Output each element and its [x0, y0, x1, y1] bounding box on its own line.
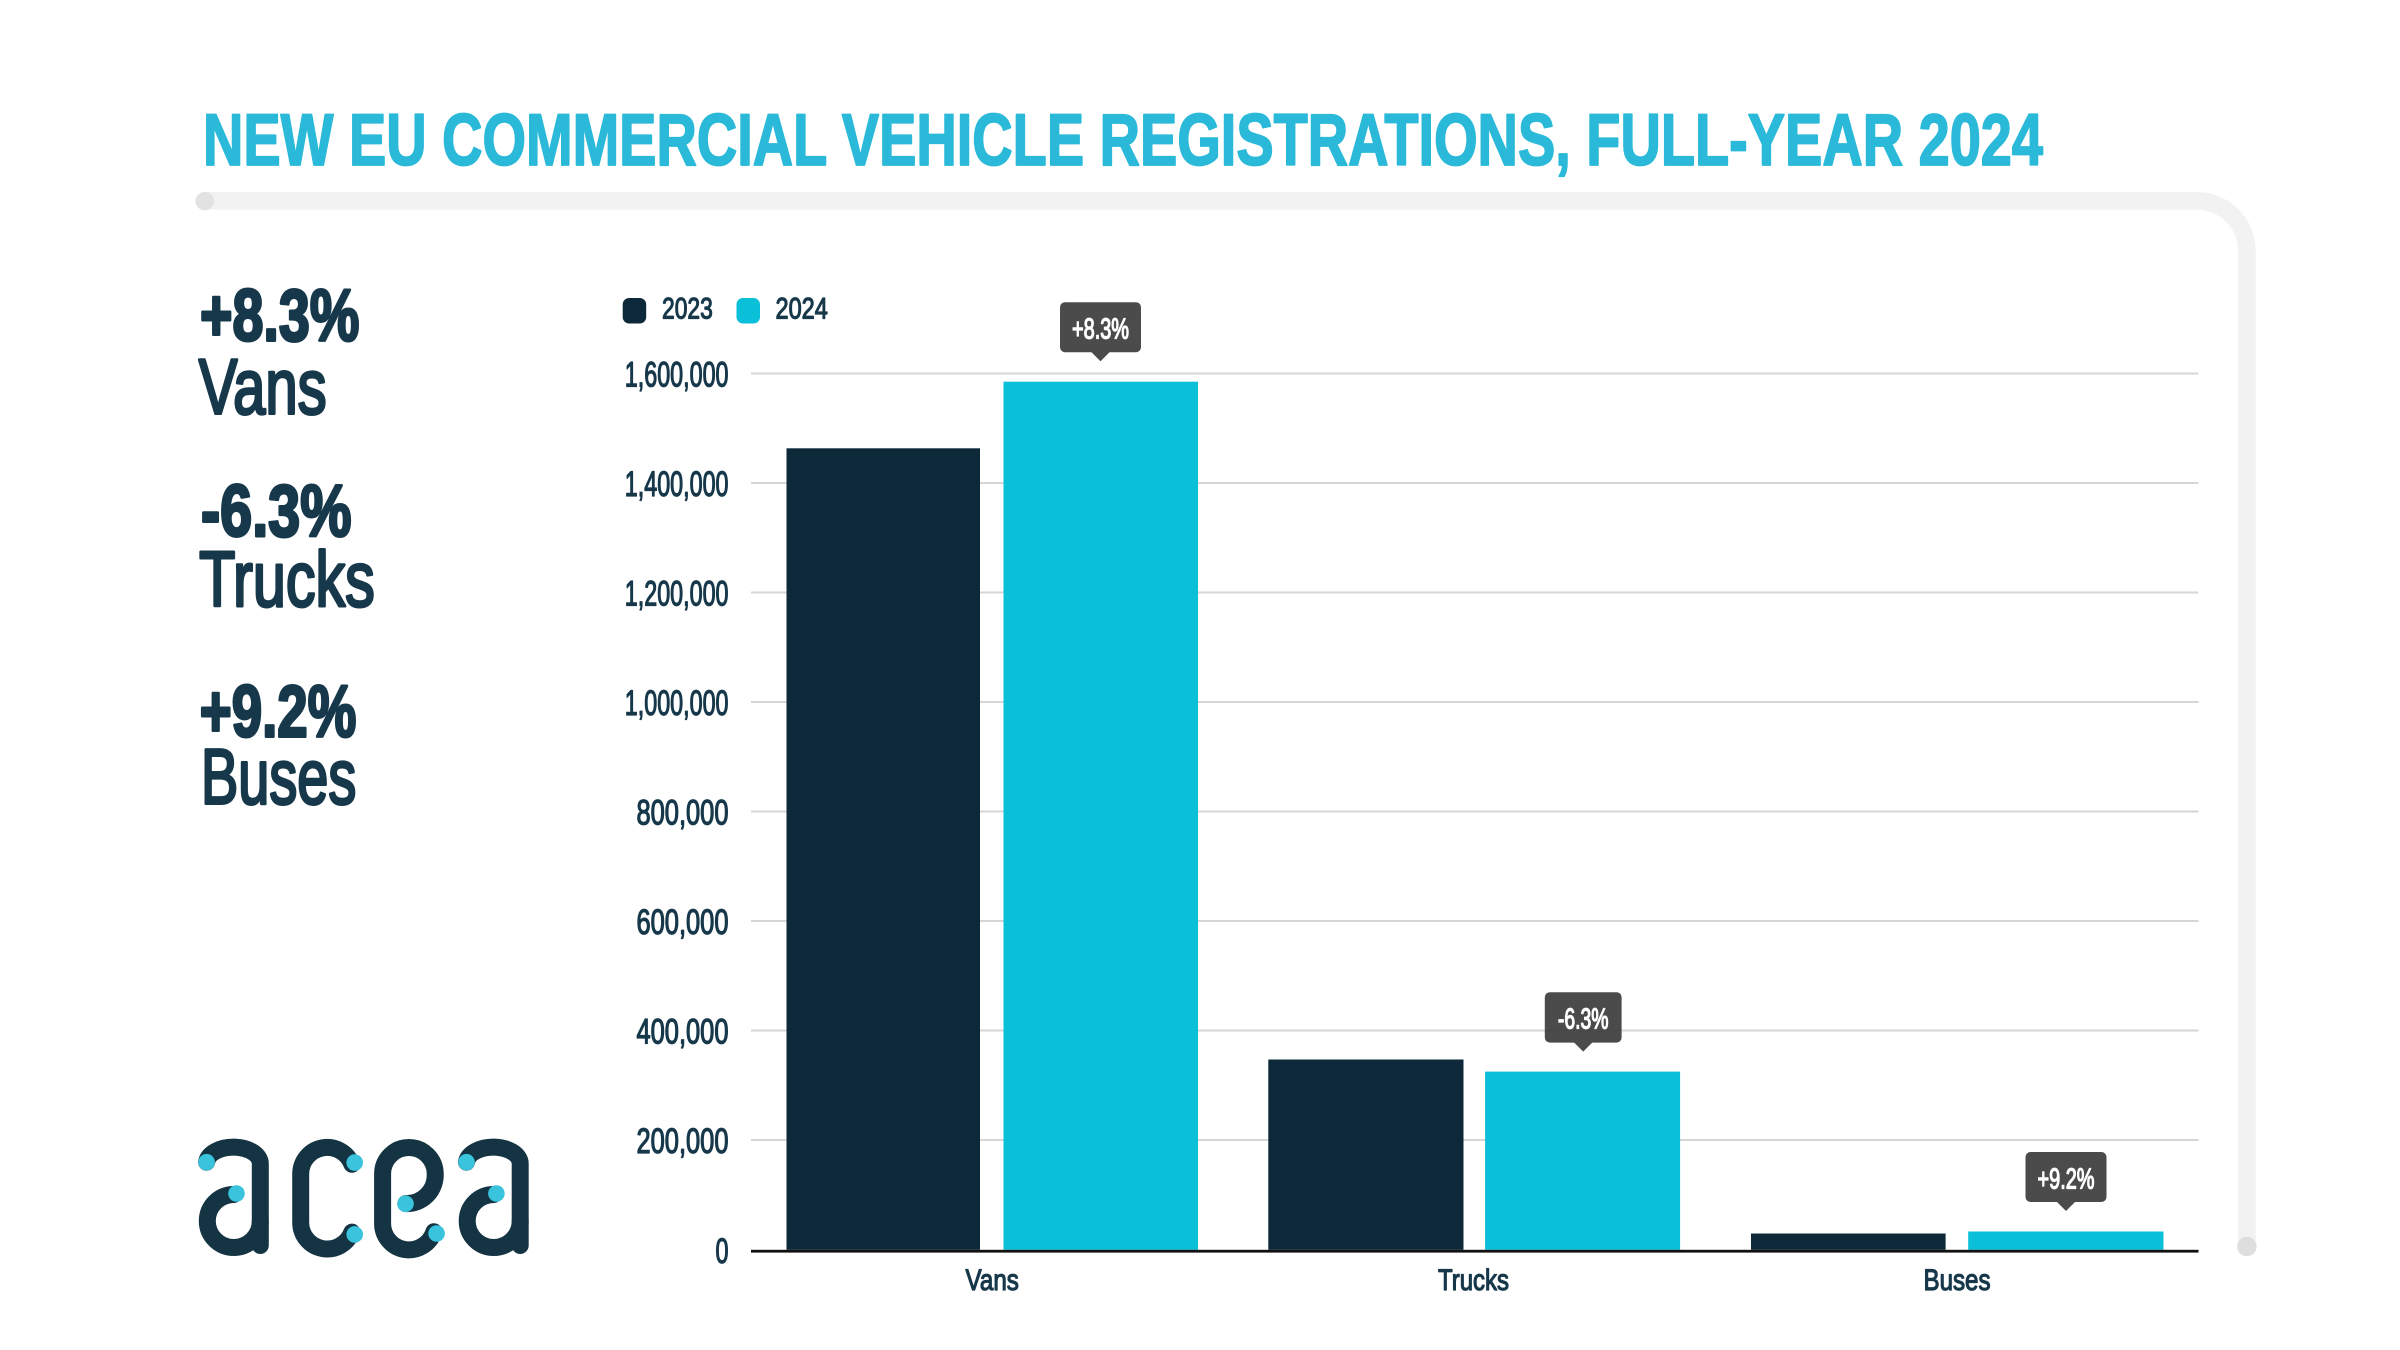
svg-text:Vans: Vans	[966, 1264, 1019, 1297]
svg-text:200,000: 200,000	[637, 1122, 729, 1161]
svg-text:Trucks: Trucks	[199, 535, 375, 623]
svg-text:+8.3%: +8.3%	[200, 276, 359, 357]
svg-text:-6.3%: -6.3%	[201, 471, 351, 552]
svg-text:+9.2%: +9.2%	[2038, 1164, 2095, 1196]
svg-text:1,600,000: 1,600,000	[625, 356, 729, 395]
svg-text:Trucks: Trucks	[1438, 1264, 1509, 1297]
svg-text:400,000: 400,000	[637, 1013, 729, 1052]
svg-text:0: 0	[716, 1232, 729, 1271]
svg-text:1,200,000: 1,200,000	[625, 575, 729, 614]
svg-text:1,000,000: 1,000,000	[625, 684, 729, 723]
svg-text:600,000: 600,000	[637, 903, 729, 942]
svg-text:+9.2%: +9.2%	[200, 671, 356, 752]
svg-text:+8.3%: +8.3%	[1072, 314, 1129, 346]
svg-text:1,400,000: 1,400,000	[625, 465, 729, 504]
svg-text:800,000: 800,000	[637, 794, 729, 833]
svg-text:Vans: Vans	[199, 342, 327, 430]
svg-text:-6.3%: -6.3%	[1558, 1004, 1609, 1036]
svg-text:Buses: Buses	[201, 733, 356, 821]
svg-text:NEW EU COMMERCIAL VEHICLE REGI: NEW EU COMMERCIAL VEHICLE REGISTRATIONS,…	[203, 100, 2043, 181]
svg-text:Buses: Buses	[1924, 1264, 1991, 1297]
svg-text:2024: 2024	[776, 293, 828, 326]
svg-text:2023: 2023	[662, 293, 713, 326]
